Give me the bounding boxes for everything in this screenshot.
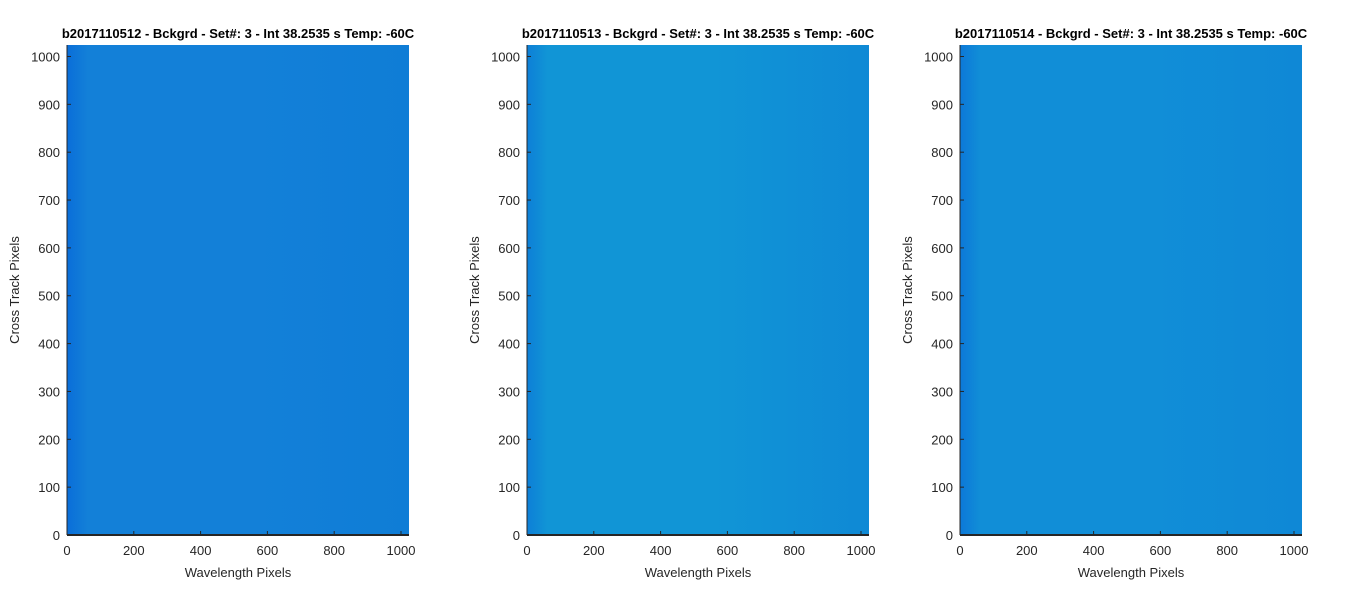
- y-tick-label: 1000: [31, 49, 60, 64]
- x-tick-label: 0: [956, 543, 963, 558]
- y-axis-label: Cross Track Pixels: [7, 236, 22, 344]
- y-tick-label: 500: [931, 289, 953, 304]
- y-tick-label: 900: [931, 97, 953, 112]
- subplot-2: 0 200 400 600 800 1000 0 100 200 300 400 500 600 700 8…: [467, 26, 875, 580]
- y-tick-label: 1000: [491, 49, 520, 64]
- x-tick-label: 0: [523, 543, 530, 558]
- x-tick-label: 400: [650, 543, 672, 558]
- y-tick-label: 1000: [924, 49, 953, 64]
- y-tick-label: 300: [931, 384, 953, 399]
- y-tick-label: 700: [498, 193, 520, 208]
- heatmap-image: [960, 45, 1302, 535]
- y-tick-label: 400: [498, 337, 520, 352]
- y-tick-label: 100: [498, 480, 520, 495]
- x-tick-label: 400: [1083, 543, 1105, 558]
- y-tick-label: 100: [38, 480, 60, 495]
- y-tick-label: 900: [498, 97, 520, 112]
- y-tick-label: 200: [498, 432, 520, 447]
- x-tick-label: 200: [123, 543, 145, 558]
- x-tick-label: 600: [717, 543, 739, 558]
- heatmap-image: [67, 45, 409, 535]
- x-tick-label: 1000: [387, 543, 416, 558]
- y-tick-label: 700: [38, 193, 60, 208]
- y-tick-label: 0: [53, 528, 60, 543]
- y-axis-label: Cross Track Pixels: [467, 236, 482, 344]
- y-axis-label: Cross Track Pixels: [900, 236, 915, 344]
- x-tick-label: 800: [783, 543, 805, 558]
- x-axis-label: Wavelength Pixels: [185, 565, 292, 580]
- x-tick-label: 600: [257, 543, 279, 558]
- x-axis-label: Wavelength Pixels: [1078, 565, 1185, 580]
- heatmap-image: [527, 45, 869, 535]
- y-tick-label: 500: [38, 289, 60, 304]
- y-tick-label: 200: [931, 432, 953, 447]
- x-tick-label: 400: [190, 543, 212, 558]
- y-tick-label: 600: [498, 241, 520, 256]
- y-tick-label: 800: [38, 145, 60, 160]
- subplot-1: 0 200 400 600 800 1000 0 100 200 300 400 500 600 700 8…: [7, 26, 415, 580]
- x-tick-label: 0: [63, 543, 70, 558]
- y-tick-label: 500: [498, 289, 520, 304]
- y-tick-label: 800: [498, 145, 520, 160]
- y-tick-label: 700: [931, 193, 953, 208]
- y-tick-label: 300: [498, 384, 520, 399]
- y-tick-label: 900: [38, 97, 60, 112]
- x-tick-label: 800: [323, 543, 345, 558]
- y-tick-label: 400: [38, 337, 60, 352]
- x-tick-label: 200: [583, 543, 605, 558]
- chart-title: b2017110514 - Bckgrd - Set#: 3 - Int 38.…: [955, 26, 1308, 41]
- y-tick-label: 300: [38, 384, 60, 399]
- y-tick-label: 600: [931, 241, 953, 256]
- x-tick-label: 800: [1216, 543, 1238, 558]
- x-tick-label: 600: [1150, 543, 1172, 558]
- x-tick-label: 1000: [847, 543, 876, 558]
- y-tick-label: 100: [931, 480, 953, 495]
- subplot-3: 0 200 400 600 800 1000 0 100 200 300 400 500 600 700 8…: [900, 26, 1308, 580]
- y-tick-label: 0: [513, 528, 520, 543]
- y-tick-label: 800: [931, 145, 953, 160]
- x-tick-label: 1000: [1280, 543, 1309, 558]
- y-tick-label: 600: [38, 241, 60, 256]
- x-axis-label: Wavelength Pixels: [645, 565, 752, 580]
- chart-title: b2017110513 - Bckgrd - Set#: 3 - Int 38.…: [522, 26, 875, 41]
- y-tick-label: 200: [38, 432, 60, 447]
- x-tick-label: 200: [1016, 543, 1038, 558]
- y-tick-label: 400: [931, 337, 953, 352]
- chart-title: b2017110512 - Bckgrd - Set#: 3 - Int 38.…: [62, 26, 415, 41]
- y-tick-label: 0: [946, 528, 953, 543]
